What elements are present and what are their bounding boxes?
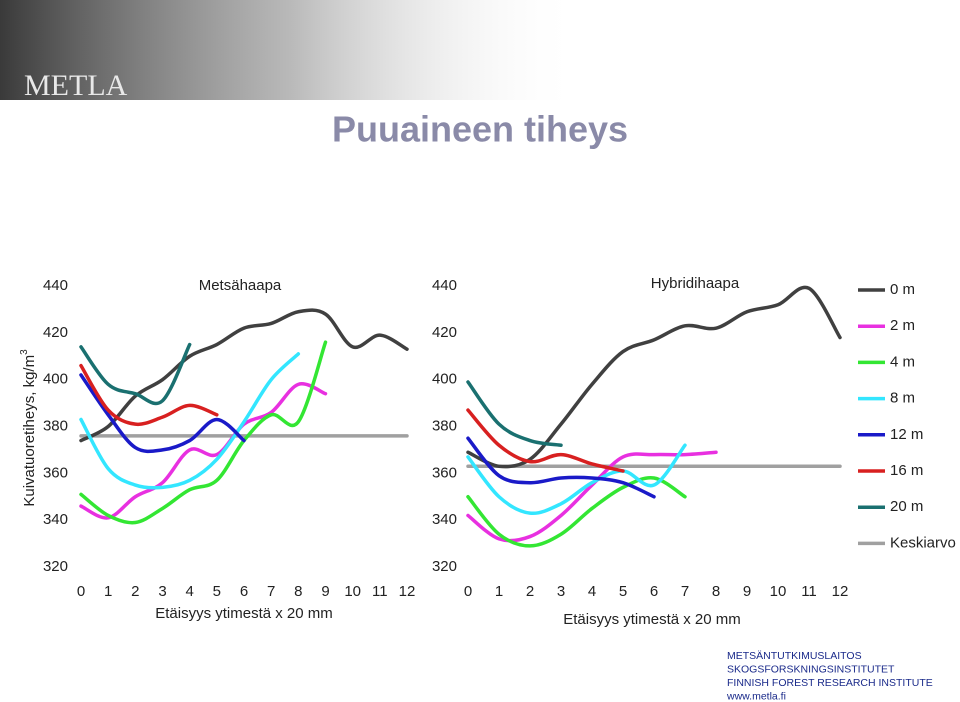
series-line (79, 340, 328, 525)
legend-label: 16 m (890, 462, 923, 479)
chart-title: Metsähaapa (199, 277, 282, 294)
x-tick-label: 2 (131, 583, 139, 600)
y-tick-label: 340 (432, 511, 457, 528)
footer-line: SKOGSFORSKNINGSINSTITUTET (727, 663, 895, 675)
x-axis-label: Etäisyys ytimestä x 20 mm (563, 611, 741, 628)
series-line (79, 382, 328, 520)
x-tick-label: 5 (619, 583, 627, 600)
y-tick-label: 420 (43, 324, 68, 341)
y-tick-label: 340 (43, 511, 68, 528)
chart-title: Hybridihaapa (651, 275, 740, 292)
x-tick-label: 8 (712, 583, 720, 600)
series-line (79, 308, 409, 443)
footer-line: FINNISH FOREST RESEARCH INSTITUTE (727, 677, 933, 689)
x-tick-label: 8 (294, 583, 302, 600)
legend-label: 2 m (890, 317, 915, 334)
x-tick-label: 9 (743, 583, 751, 600)
footer: METSÄNTUTKIMUSLAITOSSKOGSFORSKNINGSINSTI… (726, 650, 933, 702)
x-tick-label: 1 (495, 583, 503, 600)
y-axis-label: Kuivatuoretiheys, kg/m3 (19, 349, 38, 507)
series-line (79, 352, 301, 490)
footer-line: www.metla.fi (726, 690, 786, 702)
x-tick-label: 11 (372, 583, 388, 600)
legend-label: 12 m (890, 426, 923, 443)
y-tick-label: 400 (43, 371, 68, 388)
series-line (79, 342, 192, 406)
logo-banner (0, 0, 580, 100)
x-axis-label: Etäisyys ytimestä x 20 mm (155, 605, 333, 622)
x-tick-label: 7 (267, 583, 275, 600)
x-tick-label: 5 (213, 583, 221, 600)
series-line (466, 408, 625, 473)
y-tick-label: 360 (43, 464, 68, 481)
y-tick-label: 320 (43, 558, 68, 575)
x-tick-label: 6 (650, 583, 658, 600)
x-tick-label: 10 (344, 583, 361, 600)
y-tick-label: 440 (43, 277, 68, 294)
series-line (466, 380, 563, 447)
series-line (466, 285, 842, 469)
legend-label: 8 m (890, 390, 915, 407)
x-tick-label: 2 (526, 583, 534, 600)
series-line (466, 436, 656, 499)
series-line (79, 363, 219, 427)
x-tick-label: 12 (399, 583, 416, 600)
y-tick-label: 400 (432, 371, 457, 388)
y-label-sup: 3 (19, 349, 30, 355)
y-tick-label: 360 (432, 464, 457, 481)
x-tick-label: 11 (801, 583, 817, 600)
x-tick-label: 4 (185, 583, 193, 600)
x-tick-label: 0 (77, 583, 85, 600)
legend-label: 4 m (890, 353, 915, 370)
x-tick-label: 4 (588, 583, 596, 600)
x-tick-label: 0 (464, 583, 472, 600)
series-line (79, 373, 246, 454)
x-tick-label: 6 (240, 583, 248, 600)
x-tick-label: 1 (104, 583, 112, 600)
slide-title: Puuaineen tiheys (332, 109, 628, 150)
x-tick-label: 3 (158, 583, 166, 600)
x-tick-label: 7 (681, 583, 689, 600)
y-tick-label: 380 (432, 417, 457, 434)
x-tick-label: 10 (770, 583, 787, 600)
series-line (466, 476, 687, 548)
y-tick-label: 420 (432, 324, 457, 341)
x-tick-label: 3 (557, 583, 565, 600)
y-tick-label: 380 (43, 417, 68, 434)
y-label-text: Kuivatuoretiheys, kg/m (21, 355, 38, 507)
legend-label: 0 m (890, 281, 915, 298)
logo: METLA (24, 69, 128, 102)
x-tick-label: 12 (832, 583, 849, 600)
x-tick-label: 9 (321, 583, 329, 600)
legend-label: 20 m (890, 498, 923, 515)
footer-line: METSÄNTUTKIMUSLAITOS (727, 650, 862, 662)
y-tick-label: 320 (432, 558, 457, 575)
legend-label: Keskiarvo (890, 534, 956, 551)
series-line (466, 443, 687, 516)
y-tick-label: 440 (432, 277, 457, 294)
